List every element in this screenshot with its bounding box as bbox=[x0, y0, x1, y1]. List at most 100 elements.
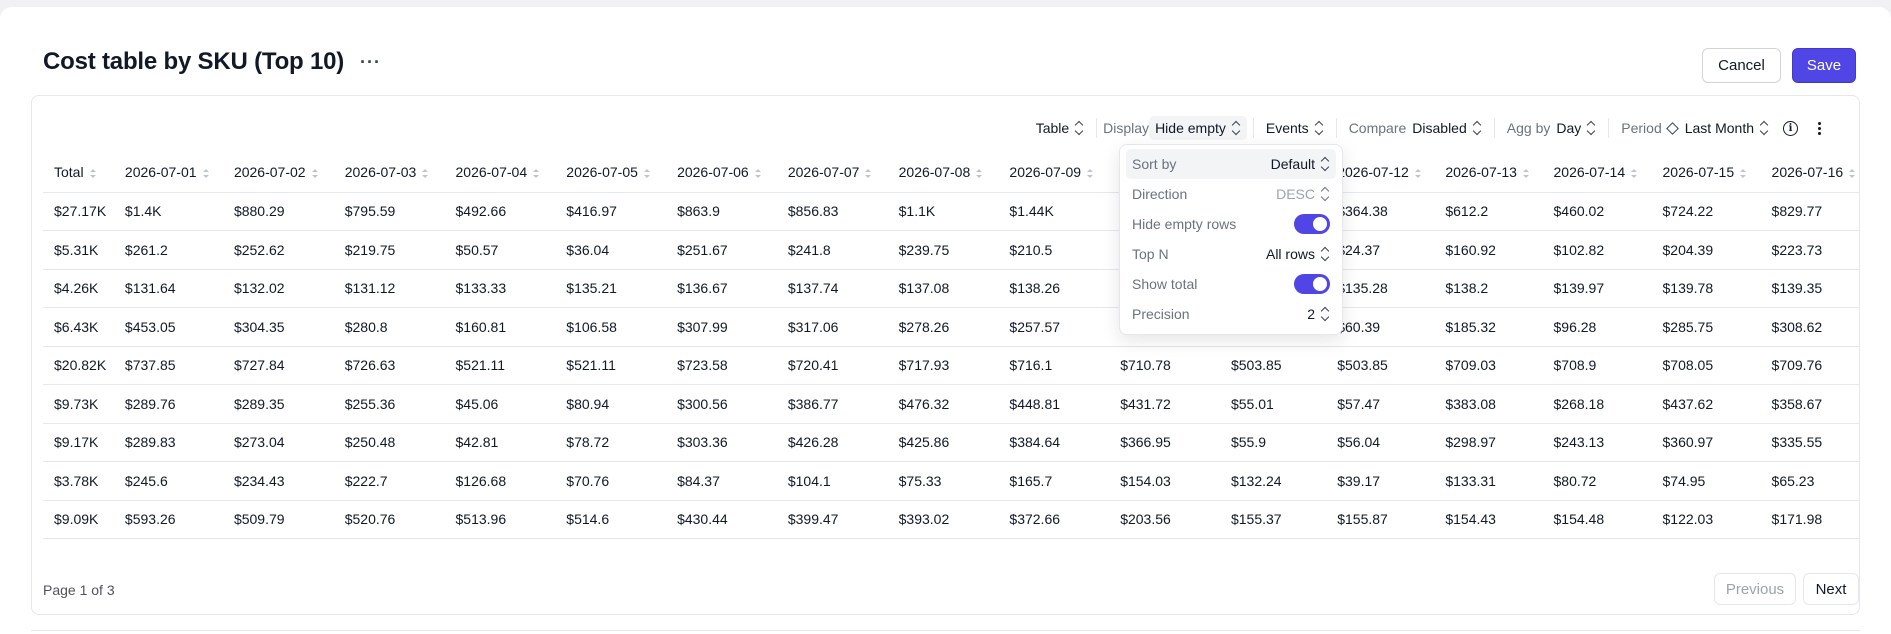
save-button[interactable]: Save bbox=[1792, 48, 1856, 83]
period-select[interactable]: Period Last Month bbox=[1615, 116, 1775, 140]
table-cell: $204.39 bbox=[1651, 230, 1761, 270]
table-cell: $222.7 bbox=[333, 461, 445, 501]
table-cell: $298.97 bbox=[1434, 423, 1543, 462]
table-cell: $210.5 bbox=[998, 230, 1110, 270]
table-cell: $358.67 bbox=[1760, 384, 1859, 424]
column-header-date[interactable]: 2026-07-03 bbox=[333, 152, 445, 193]
column-header-date[interactable]: 2026-07-15 bbox=[1651, 152, 1761, 193]
table-row: $3.78K $245.6 $234.43 $222.7 $126.68 $70.76 $8… bbox=[43, 461, 1859, 501]
previous-page-button[interactable]: Previous bbox=[1714, 573, 1796, 605]
sort-icon[interactable] bbox=[1849, 168, 1856, 178]
sort-icon[interactable] bbox=[1740, 168, 1747, 178]
more-vertical-icon[interactable] bbox=[1818, 121, 1821, 135]
table-cell: $737.85 bbox=[113, 346, 223, 385]
sort-icon[interactable] bbox=[643, 168, 650, 178]
sort-icon[interactable] bbox=[1414, 168, 1421, 178]
sort-by-select[interactable]: Default bbox=[1271, 156, 1330, 172]
table-row: $9.73K $289.76 $289.35 $255.36 $45.06 $80.94 $… bbox=[43, 384, 1859, 424]
table-cell: $521.11 bbox=[444, 346, 556, 385]
table-cell: $430.44 bbox=[666, 500, 777, 539]
sort-icon[interactable] bbox=[89, 168, 96, 178]
table-cell: $399.47 bbox=[776, 500, 888, 539]
display-select[interactable]: Hide empty bbox=[1149, 116, 1247, 140]
agg-by-select[interactable]: Agg by Day bbox=[1501, 116, 1603, 140]
table-cell: $219.75 bbox=[333, 230, 445, 270]
column-header-date[interactable]: 2026-07-02 bbox=[222, 152, 334, 193]
table-cell: $720.41 bbox=[776, 346, 888, 385]
top-n-select[interactable]: All rows bbox=[1266, 246, 1330, 262]
agg-by-value: Day bbox=[1556, 120, 1582, 136]
column-header-date[interactable]: 2026-07-16 bbox=[1760, 152, 1859, 193]
table-cell: $289.35 bbox=[222, 384, 334, 424]
sort-icon[interactable] bbox=[422, 168, 429, 178]
more-options-icon[interactable]: ··· bbox=[360, 51, 382, 72]
column-header-label: 2026-07-05 bbox=[566, 163, 638, 180]
table-cell: $96.28 bbox=[1542, 307, 1652, 347]
table-cell: $139.78 bbox=[1651, 269, 1761, 308]
info-icon[interactable]: i bbox=[1783, 120, 1798, 136]
column-header-label: 2026-07-08 bbox=[898, 163, 971, 180]
table-cell: $1.44K bbox=[998, 192, 1110, 231]
table-row: $9.09K $593.26 $509.79 $520.76 $513.96 $514.6… bbox=[43, 500, 1859, 539]
show-total-toggle[interactable] bbox=[1294, 274, 1330, 294]
column-header-date[interactable]: 2026-07-13 bbox=[1434, 152, 1543, 193]
compare-select[interactable]: Compare Disabled bbox=[1343, 116, 1488, 140]
sort-icon[interactable] bbox=[1087, 168, 1094, 178]
sort-icon[interactable] bbox=[976, 168, 983, 178]
table-cell: $437.62 bbox=[1651, 384, 1761, 424]
direction-label: Direction bbox=[1132, 186, 1188, 202]
table-cell: $78.72 bbox=[555, 423, 667, 462]
column-header-date[interactable]: 2026-07-06 bbox=[666, 152, 777, 193]
view-value: Table bbox=[1035, 120, 1070, 136]
display-options-popover: Sort by Default Direction DESC Hide empt… bbox=[1119, 144, 1343, 335]
table-cell: $303.36 bbox=[666, 423, 777, 462]
cancel-button[interactable]: Cancel bbox=[1702, 48, 1781, 83]
direction-select[interactable]: DESC bbox=[1276, 186, 1330, 202]
precision-select[interactable]: 2 bbox=[1307, 306, 1330, 322]
table-cell: $717.93 bbox=[887, 346, 999, 385]
table-cell: $710.78 bbox=[1109, 346, 1220, 385]
sort-by-row: Sort by Default bbox=[1126, 149, 1336, 179]
next-page-button[interactable]: Next bbox=[1803, 573, 1859, 605]
column-header-date[interactable]: 2026-07-09 bbox=[998, 152, 1110, 193]
table-cell: $155.87 bbox=[1326, 500, 1435, 539]
sort-icon[interactable] bbox=[311, 168, 318, 178]
column-header-date[interactable]: 2026-07-08 bbox=[887, 152, 999, 193]
column-header-date[interactable]: 2026-07-04 bbox=[444, 152, 556, 193]
table-cell: $139.35 bbox=[1760, 269, 1859, 308]
sort-icon[interactable] bbox=[533, 168, 540, 178]
table-cell: $317.06 bbox=[776, 307, 888, 347]
table-cell: $136.67 bbox=[666, 269, 777, 308]
table-cell: $245.6 bbox=[113, 461, 223, 501]
compare-value: Disabled bbox=[1412, 120, 1467, 136]
table-cell: $45.06 bbox=[444, 384, 556, 424]
table-cell: $160.92 bbox=[1434, 230, 1543, 270]
sort-icon[interactable] bbox=[754, 168, 761, 178]
table-cell: $416.97 bbox=[555, 192, 667, 231]
column-header-date[interactable]: 2026-07-12 bbox=[1326, 152, 1435, 193]
events-select[interactable]: Events bbox=[1260, 116, 1330, 140]
column-header-label: 2026-07-06 bbox=[677, 163, 749, 180]
chevron-updown-icon bbox=[1232, 121, 1241, 135]
total-cell: $4.26K bbox=[43, 269, 114, 308]
column-header-date[interactable]: 2026-07-14 bbox=[1542, 152, 1652, 193]
sort-icon[interactable] bbox=[1522, 168, 1529, 178]
hide-empty-row: Hide empty rows bbox=[1126, 209, 1336, 239]
column-header-total[interactable]: Total bbox=[43, 152, 114, 193]
display-value: Hide empty bbox=[1155, 120, 1226, 136]
sort-icon[interactable] bbox=[202, 168, 209, 178]
table-cell: $75.33 bbox=[887, 461, 999, 501]
column-header-date[interactable]: 2026-07-01 bbox=[113, 152, 223, 193]
hide-empty-toggle[interactable] bbox=[1294, 214, 1330, 234]
sort-icon[interactable] bbox=[865, 168, 872, 178]
table-cell: $393.02 bbox=[887, 500, 999, 539]
column-header-date[interactable]: 2026-07-07 bbox=[776, 152, 888, 193]
sort-icon[interactable] bbox=[1631, 168, 1638, 178]
column-header-label: 2026-07-01 bbox=[124, 163, 197, 180]
table-cell: $593.26 bbox=[113, 500, 223, 539]
view-select[interactable]: Table bbox=[1030, 116, 1090, 140]
page-title: Cost table by SKU (Top 10) bbox=[43, 48, 345, 75]
table-cell: $863.9 bbox=[666, 192, 777, 231]
table-cell: $135.21 bbox=[555, 269, 667, 308]
column-header-date[interactable]: 2026-07-05 bbox=[555, 152, 667, 193]
